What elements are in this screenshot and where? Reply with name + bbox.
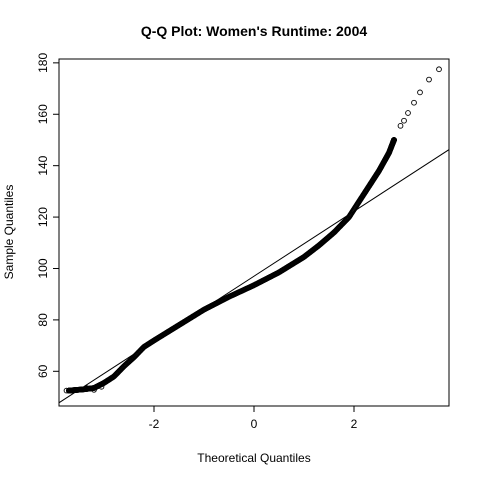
data-point	[401, 117, 407, 124]
data-point	[405, 110, 411, 116]
reference-line	[59, 149, 449, 404]
data-point	[397, 122, 404, 129]
data-point	[63, 387, 70, 394]
data-point	[98, 383, 105, 390]
data-point	[83, 385, 90, 391]
data-point	[417, 89, 423, 96]
data-point	[426, 76, 432, 83]
y-tick-label: 120	[36, 207, 50, 227]
y-axis-label: Sample Quantiles	[2, 185, 16, 280]
y-tick-label: 100	[36, 258, 50, 278]
y-tick-label: 80	[36, 313, 50, 327]
x-tick-label: -2	[149, 417, 160, 431]
data-point	[436, 66, 442, 73]
data-point	[411, 99, 417, 106]
chart-title: Q-Q Plot: Women's Runtime: 2004	[141, 23, 368, 39]
x-tick-label: 0	[251, 417, 258, 431]
data-points	[63, 66, 442, 394]
y-tick-label: 160	[36, 104, 50, 124]
y-axis: 60 80 100 120 140 160 180	[36, 53, 59, 378]
data-point	[91, 386, 97, 393]
x-axis: -2 0 2	[149, 406, 358, 431]
y-tick-label: 180	[36, 53, 50, 73]
y-tick-label: 140	[36, 155, 50, 175]
data-point	[391, 137, 397, 143]
reference-line-group	[59, 149, 449, 404]
x-axis-label: Theoretical Quantiles	[197, 451, 310, 465]
y-tick-label: 60	[36, 364, 50, 378]
x-tick-label: 2	[351, 417, 358, 431]
